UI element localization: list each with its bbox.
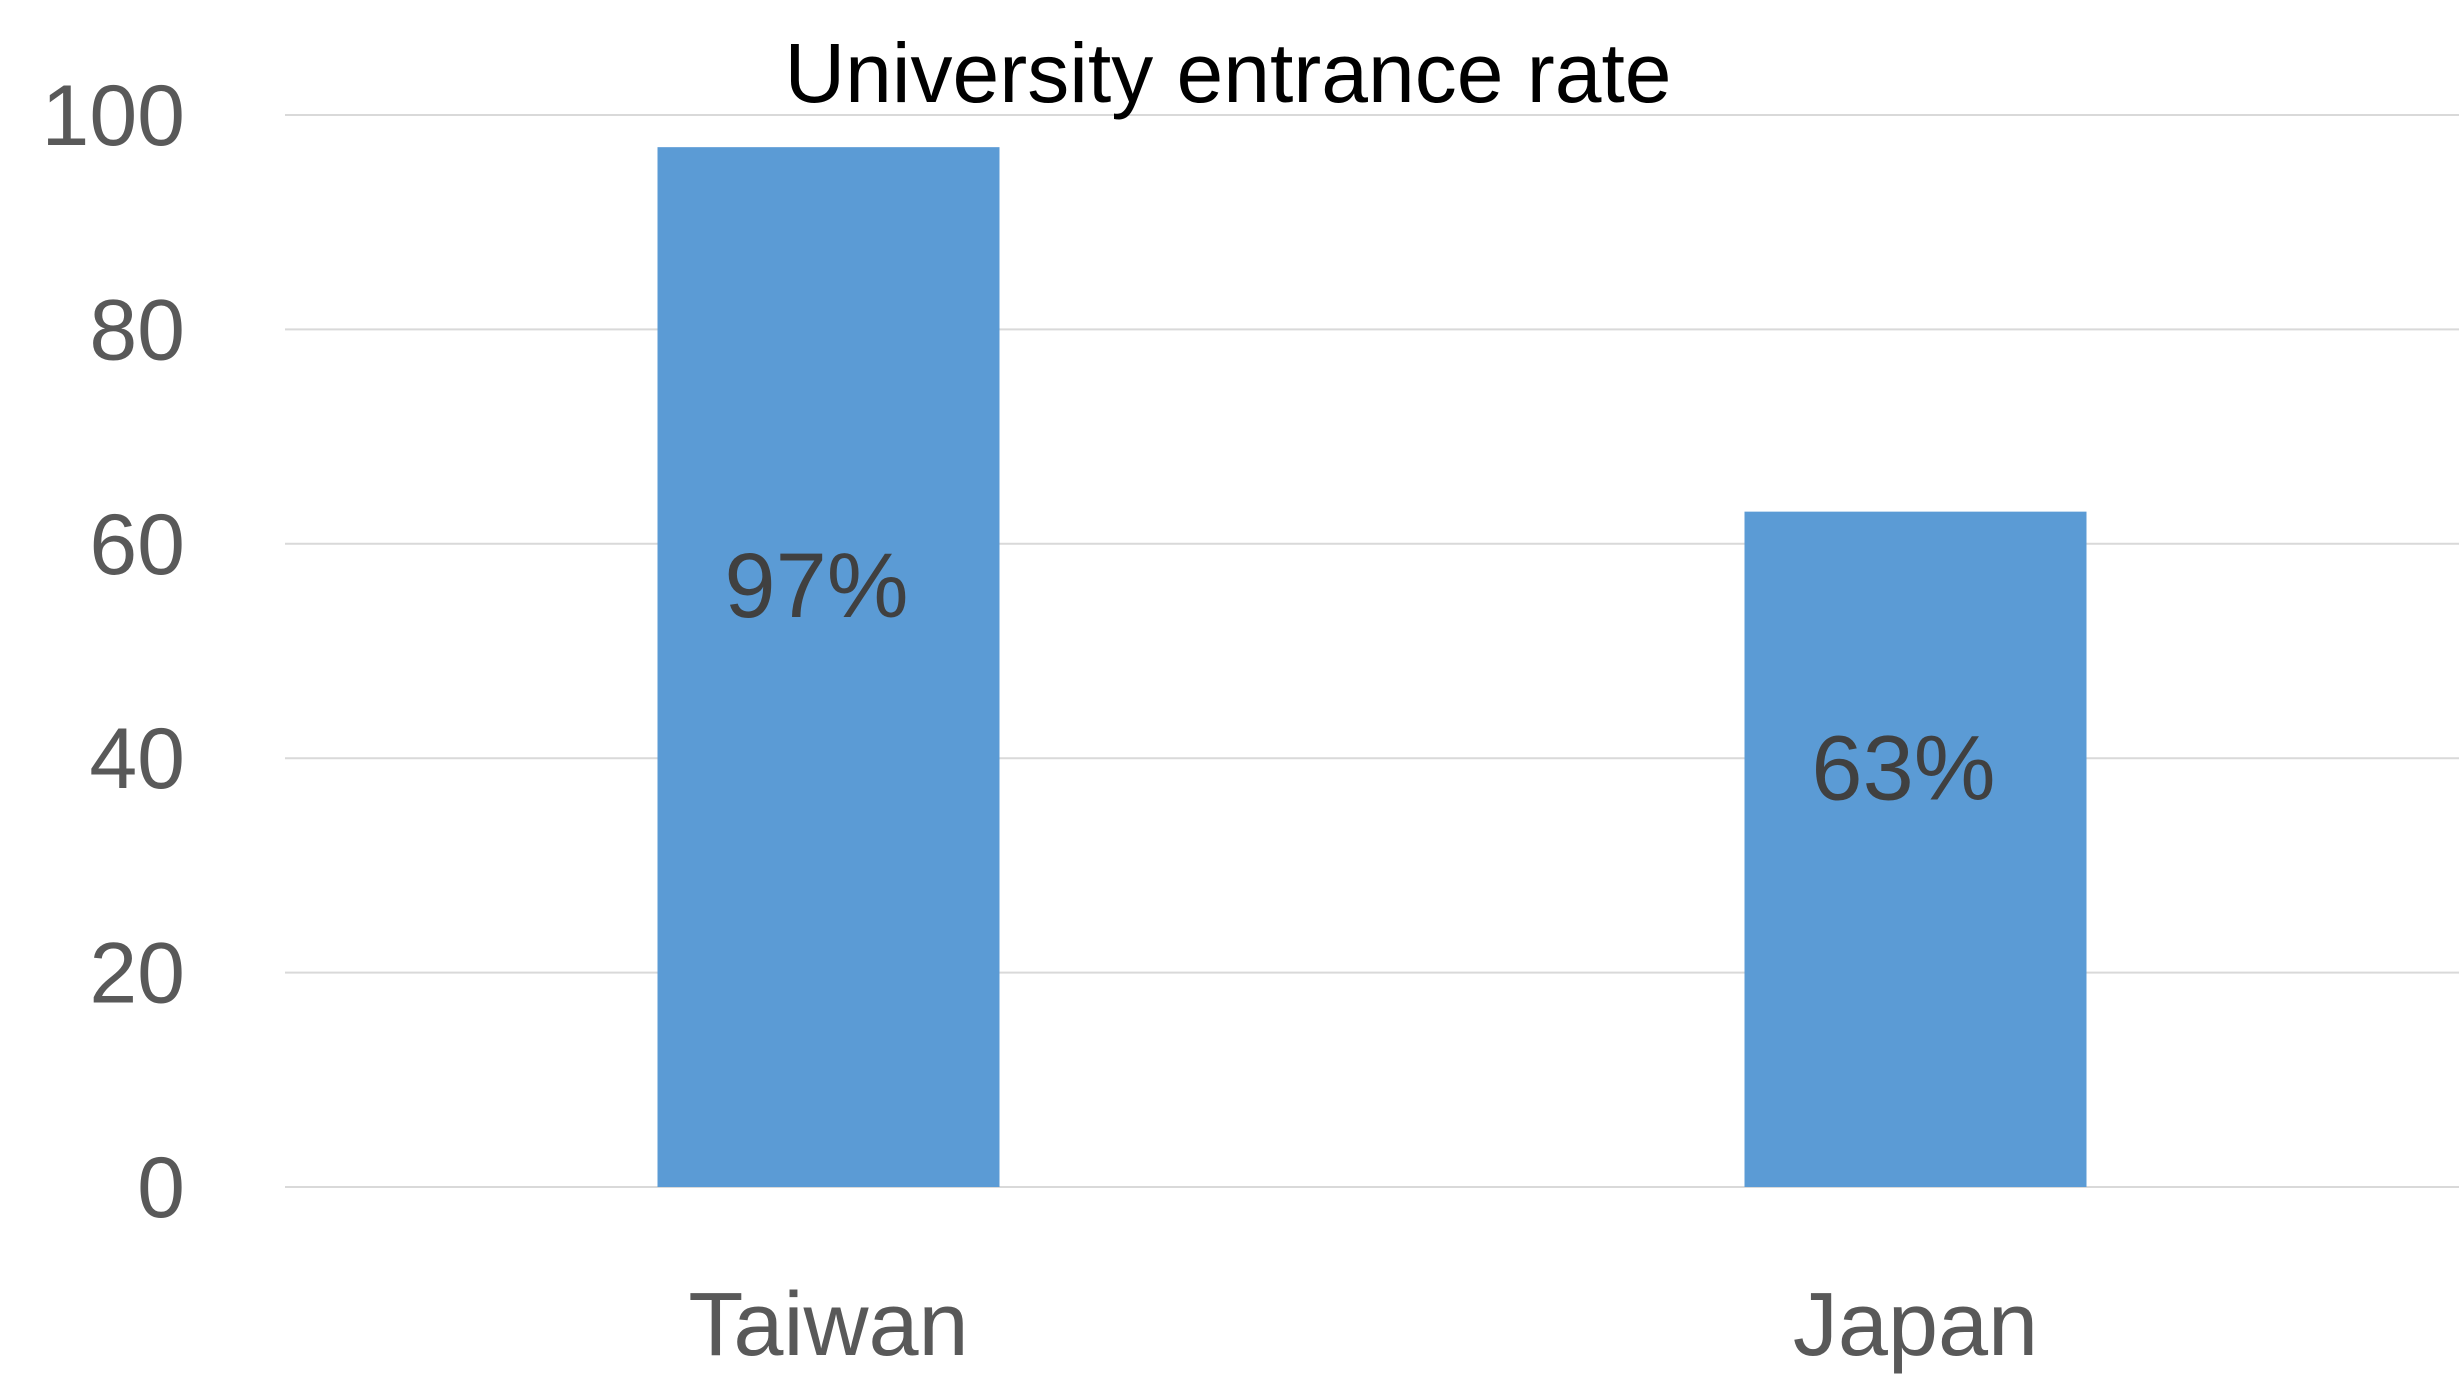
chart-title: University entrance rate <box>784 26 1671 120</box>
x-category-label: Taiwan <box>688 1275 968 1375</box>
y-tick-label: 40 <box>89 711 185 807</box>
y-tick-label: 20 <box>89 926 185 1022</box>
x-axis-category-labels: Taiwan Japan <box>688 1275 2038 1375</box>
data-label: 97% <box>724 535 908 637</box>
bars <box>657 147 2087 1187</box>
gridlines <box>285 114 2459 1188</box>
bar-taiwan <box>657 147 1000 1187</box>
y-tick-label: 60 <box>89 497 185 593</box>
x-category-label: Japan <box>1793 1275 2038 1375</box>
y-tick-label: 0 <box>137 1140 185 1236</box>
bar-japan <box>1744 511 2087 1187</box>
y-tick-label: 100 <box>42 68 186 164</box>
y-tick-label: 80 <box>89 282 185 378</box>
y-axis-tick-labels: 0 20 40 60 80 100 <box>42 68 186 1236</box>
data-label: 63% <box>1811 717 1995 819</box>
data-labels: 97% 63% <box>724 535 1995 819</box>
